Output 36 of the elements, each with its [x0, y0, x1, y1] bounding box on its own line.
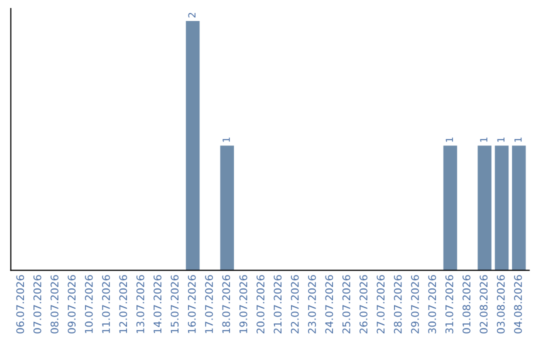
data-label: 2	[188, 12, 196, 18]
x-tick-label: 12.07.2026	[119, 275, 128, 333]
x-tick-label: 02.08.2026	[480, 275, 488, 334]
x-tick-label: 09.07.2026	[68, 275, 76, 334]
x-tick-label: 30.07.2026	[428, 275, 436, 334]
x-tick-label: 13.07.2026	[136, 275, 144, 333]
x-tick-label: 03.08.2026	[496, 275, 505, 334]
x-tick-label: 22.07.2026	[290, 275, 299, 334]
x-tick-label: 24.07.2026	[325, 275, 334, 334]
x-tick-label: 04.08.2026	[514, 275, 522, 334]
x-tick-label: 29.07.2026	[411, 275, 419, 334]
x-tick-label: 21.07.2026	[274, 275, 282, 334]
x-tick-label: 26.07.2026	[360, 275, 368, 334]
x-tick-label: 10.07.2026	[84, 275, 93, 333]
x-tick-label: 25.07.2026	[342, 275, 350, 334]
x-tick-label: 20.07.2026	[256, 275, 264, 334]
x-tick-label: 23.07.2026	[308, 275, 316, 334]
data-label: 1	[446, 138, 453, 142]
x-tick-label: 08.07.2026	[50, 275, 58, 334]
x-tick-label: 31.07.2026	[445, 275, 454, 334]
x-tick-label: 28.07.2026	[394, 275, 402, 334]
x-tick-label: 11.07.2026	[102, 275, 110, 333]
data-label: 1	[514, 138, 522, 142]
x-tick-label: 07.07.2026	[33, 275, 42, 334]
x-tick-label: 27.07.2026	[376, 275, 385, 334]
x-tick-label: 15.07.2026	[170, 275, 179, 333]
x-tick-label: 19.07.2026	[239, 275, 248, 333]
data-label: 1	[480, 138, 488, 142]
x-tick-label: 17.07.2026	[205, 275, 213, 333]
x-tick-label: 18.07.2026	[222, 275, 230, 333]
data-label: 1	[222, 138, 230, 142]
x-tick-label: 14.07.2026	[154, 275, 162, 333]
x-tick-label: 01.08.2026	[462, 275, 470, 334]
x-tick-label: 06.07.2026	[16, 275, 24, 334]
data-label: 1	[497, 138, 504, 142]
x-tick-label: 16.07.2026	[188, 275, 196, 333]
